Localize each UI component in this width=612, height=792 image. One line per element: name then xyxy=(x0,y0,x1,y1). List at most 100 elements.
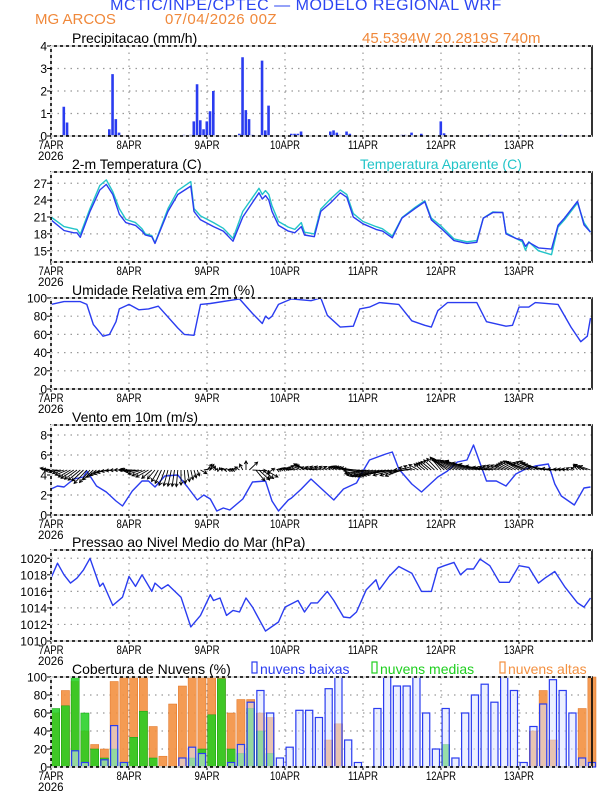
medium-cloud-bar xyxy=(90,748,99,768)
wind-arrow xyxy=(183,469,188,485)
wind-arrow xyxy=(131,469,146,477)
year-label: 2026 xyxy=(38,656,64,668)
low-cloud-bar xyxy=(431,748,441,768)
low-cloud-bar xyxy=(392,685,402,768)
wind-arrow xyxy=(220,467,225,472)
wind-arrow xyxy=(499,461,517,471)
precip-bar xyxy=(299,131,303,136)
y-tick-label: 40 xyxy=(34,346,48,360)
wind-arrow xyxy=(187,469,192,483)
x-tick-label: 11APR xyxy=(348,519,378,531)
wind-arrows xyxy=(39,456,591,488)
x-tick-label: 9APR xyxy=(195,519,220,531)
precip-bar xyxy=(260,60,264,136)
y-tick-label: 0 xyxy=(40,383,47,397)
legend-swatch-icon xyxy=(499,661,506,674)
wind-arrow xyxy=(313,465,325,471)
wind-arrow xyxy=(51,469,65,475)
year-label: 2026 xyxy=(38,530,64,542)
wind-arrow xyxy=(193,469,198,479)
y-tick-label: 20 xyxy=(34,364,48,378)
y-tick-label: 80 xyxy=(34,689,48,703)
year-label: 2026 xyxy=(38,404,64,416)
wind-arrow xyxy=(206,463,213,471)
y-tick-label: 1020 xyxy=(20,552,47,566)
wind-arrow xyxy=(552,467,562,472)
x-tick-label: 7APR xyxy=(39,771,64,783)
high-cloud-bar xyxy=(178,685,187,768)
x-tick-label: 10APR xyxy=(270,266,300,278)
wind-arrow xyxy=(265,469,279,478)
panel-title: 2-m Temperatura (C) xyxy=(72,156,202,172)
low-cloud-bar xyxy=(305,709,314,768)
wind-arrow xyxy=(266,469,273,475)
x-tick-label: 7APR xyxy=(39,140,64,152)
medium-cloud-bar xyxy=(207,714,217,768)
x-tick-label: 8APR xyxy=(117,266,142,278)
y-tick-label: 100 xyxy=(27,671,47,685)
wind-arrow xyxy=(420,460,432,471)
low-cloud-bar xyxy=(246,701,255,768)
wind-arrow xyxy=(243,459,249,470)
wind-arrow xyxy=(417,461,429,471)
y-tick-label: 1016 xyxy=(20,585,47,599)
wind-arrow xyxy=(509,462,529,471)
wind-arrow xyxy=(67,469,81,481)
run-date: 07/04/2026 00Z xyxy=(165,11,278,28)
wind-arrow xyxy=(332,465,344,471)
wind-arrow xyxy=(578,465,591,471)
wind-arrow xyxy=(178,470,184,487)
x-tick-label: 11APR xyxy=(348,140,378,152)
y-tick-label: 2 xyxy=(40,489,47,503)
panel-5: 1010 1012 1014 1016 1018 1020 7APR 8APR 9APR 10AP… xyxy=(20,534,593,668)
low-cloud-bar xyxy=(383,676,392,768)
y-tick-label: 15 xyxy=(34,244,48,258)
x-tick-label: 8APR xyxy=(117,393,142,405)
low-cloud-bar xyxy=(402,685,411,768)
wind-arrow xyxy=(166,469,172,488)
wind-arrow xyxy=(262,469,275,480)
y-tick-label: 0 xyxy=(40,130,47,144)
low-cloud-bar xyxy=(558,689,567,768)
precip-bar xyxy=(264,130,267,136)
x-tick-label: 13APR xyxy=(504,645,534,657)
wind-arrow xyxy=(248,461,259,471)
wind-arrow xyxy=(54,469,68,476)
y-tick-label: 60 xyxy=(34,707,48,721)
high-cloud-bar xyxy=(168,703,178,768)
wind-arrow xyxy=(423,459,435,471)
low-cloud-bar xyxy=(70,750,80,768)
wind-arrow xyxy=(125,469,139,474)
wind-arrow xyxy=(151,469,159,483)
medium-cloud-bar xyxy=(51,708,60,768)
x-tick-label: 12APR xyxy=(426,393,456,405)
y-tick-label: 80 xyxy=(34,310,48,324)
legend-nuvens-altas: nuvens altas xyxy=(508,661,587,677)
y-tick-label: 18 xyxy=(34,227,48,241)
wind-arrow xyxy=(287,466,299,471)
wind-arrow xyxy=(318,465,328,471)
year-label: 2026 xyxy=(38,782,64,792)
medium-cloud-bar xyxy=(61,705,70,768)
x-tick-label: 9APR xyxy=(195,266,220,278)
wind-arrow xyxy=(226,468,232,473)
x-tick-label: 8APR xyxy=(117,645,142,657)
precip-bar xyxy=(111,74,114,136)
legend-nuvens-baixas: nuvens baixas xyxy=(260,661,350,677)
low-cloud-bar xyxy=(568,712,577,768)
wind-arrow xyxy=(230,467,237,472)
wind-arrow xyxy=(174,469,179,488)
legend-swatch-icon xyxy=(371,661,378,674)
y-tick-label: 1014 xyxy=(20,601,47,615)
wind-arrow xyxy=(71,469,84,482)
wind-arrow xyxy=(162,469,169,487)
y-tick-label: 20 xyxy=(34,743,48,757)
main-title: MCTIC/INPE/CPTEC — MODELO REGIONAL WRF xyxy=(110,0,502,14)
panel-title: Pressao ao Nivel Medio do Mar (hPa) xyxy=(72,534,305,550)
wind-arrow xyxy=(270,467,276,472)
x-tick-label: 12APR xyxy=(426,266,456,278)
low-cloud-bar xyxy=(500,676,509,768)
wind-arrow xyxy=(209,463,215,471)
high-cloud-bar xyxy=(119,676,129,768)
